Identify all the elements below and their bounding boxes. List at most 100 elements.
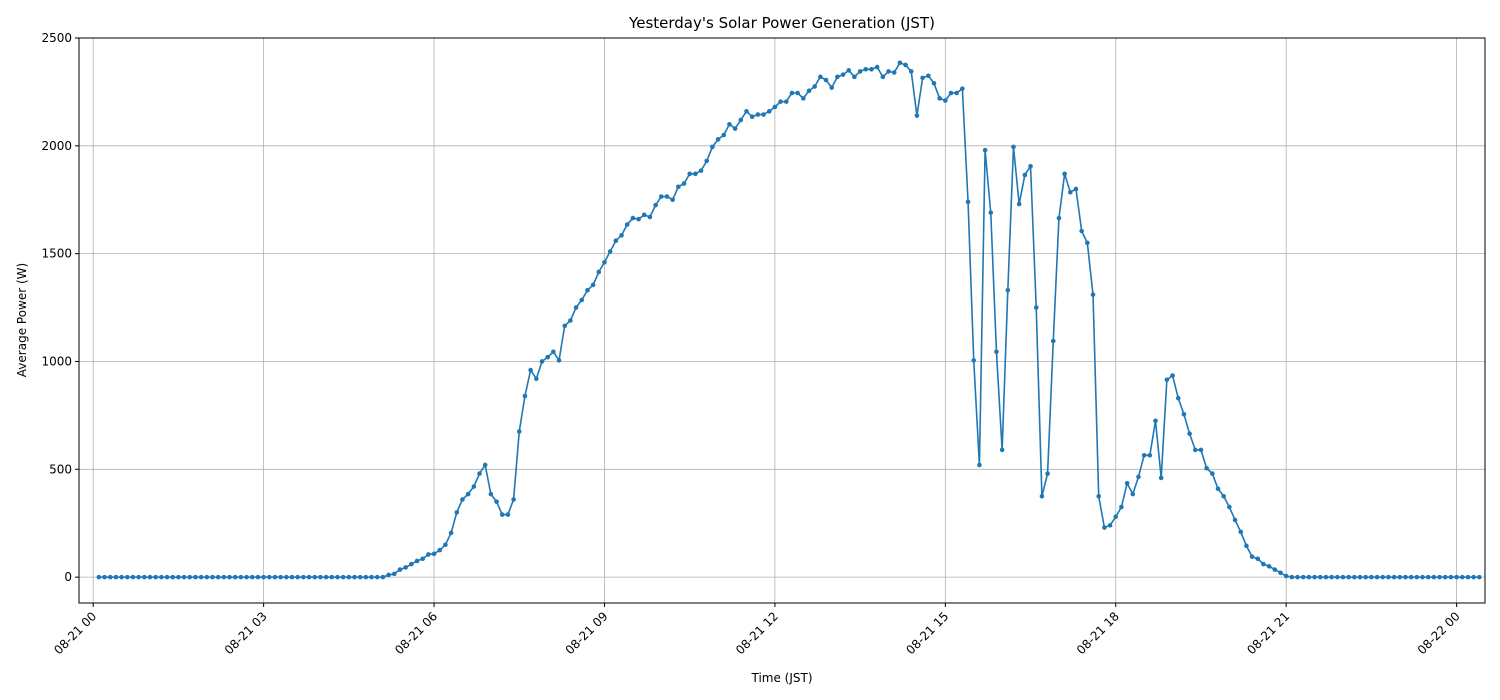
x-tick-label: 08-21 21	[1244, 609, 1292, 657]
data-point	[386, 572, 391, 578]
data-point	[749, 114, 755, 120]
y-tick-label: 1500	[41, 247, 72, 261]
data-point	[1050, 338, 1056, 344]
data-point	[846, 68, 852, 73]
data-point	[931, 80, 937, 86]
data-point	[306, 574, 312, 580]
data-point	[732, 126, 738, 131]
data-point	[1158, 475, 1164, 481]
data-point	[602, 259, 607, 265]
data-point	[1448, 574, 1454, 580]
data-point	[102, 574, 107, 580]
data-point	[869, 66, 874, 72]
data-point	[755, 112, 761, 117]
data-point	[954, 90, 959, 96]
data-point	[397, 567, 403, 572]
data-point	[545, 354, 550, 360]
data-point	[1459, 574, 1465, 580]
data-point	[801, 96, 806, 101]
x-tick-label: 08-21 15	[903, 609, 951, 657]
x-tick-label: 08-21 00	[51, 609, 99, 657]
data-point	[261, 574, 266, 580]
data-point	[176, 574, 181, 580]
data-point	[698, 168, 704, 173]
data-point	[943, 98, 948, 103]
data-point	[556, 358, 562, 363]
data-point	[170, 574, 176, 580]
data-point	[426, 552, 431, 557]
data-point	[539, 359, 545, 364]
data-point	[221, 574, 227, 580]
data-point	[1261, 561, 1266, 567]
data-point	[676, 184, 681, 190]
data-point	[778, 99, 783, 104]
data-point	[630, 215, 636, 221]
data-point	[164, 574, 170, 580]
series-line	[98, 61, 1480, 578]
data-point	[596, 269, 602, 275]
data-point	[823, 77, 829, 83]
data-point	[329, 574, 335, 580]
data-point	[124, 574, 130, 580]
data-point	[1210, 471, 1215, 476]
data-point	[1022, 172, 1028, 178]
data-point	[573, 305, 579, 310]
data-point	[431, 551, 437, 557]
data-point	[874, 64, 880, 70]
data-point	[1363, 574, 1368, 580]
grid-layer	[79, 37, 1485, 603]
data-point	[863, 66, 869, 72]
data-point	[1408, 574, 1414, 580]
data-point	[1346, 574, 1351, 580]
data-point	[1420, 574, 1425, 580]
data-point	[136, 574, 141, 580]
data-point	[1403, 574, 1408, 580]
data-point	[1221, 493, 1226, 499]
y-tick-label: 0	[64, 570, 72, 584]
data-point	[687, 171, 692, 177]
data-point	[488, 491, 494, 497]
data-point	[693, 171, 698, 177]
data-point	[369, 574, 374, 580]
data-point	[1227, 504, 1232, 510]
data-point	[704, 158, 710, 164]
data-point	[1011, 144, 1016, 150]
data-point	[1306, 574, 1312, 580]
data-point	[272, 574, 278, 580]
data-point	[522, 393, 528, 399]
data-point	[1454, 574, 1459, 580]
data-point	[641, 212, 647, 218]
data-point	[715, 137, 721, 142]
x-tick-label: 08-21 12	[733, 609, 781, 657]
data-point	[1357, 574, 1363, 580]
data-point	[267, 574, 272, 580]
data-point	[585, 288, 590, 293]
data-point	[255, 574, 261, 580]
data-point	[1238, 529, 1244, 535]
data-point	[284, 574, 289, 580]
data-point	[346, 574, 352, 580]
x-tick-label: 08-21 03	[222, 609, 270, 657]
y-tick-label: 2500	[41, 31, 72, 45]
data-point	[619, 233, 624, 238]
data-point	[670, 197, 675, 203]
data-point	[880, 74, 886, 80]
data-point	[994, 349, 999, 355]
data-point	[1329, 574, 1334, 580]
data-point	[1317, 574, 1323, 580]
data-point	[227, 574, 232, 580]
data-point	[1141, 452, 1147, 458]
data-point	[1204, 465, 1209, 471]
data-point	[1090, 292, 1096, 297]
x-tick-label: 08-21 18	[1074, 609, 1122, 657]
data-point	[664, 194, 670, 199]
data-point	[1079, 228, 1084, 234]
data-point	[1039, 493, 1045, 499]
data-point	[840, 72, 846, 77]
data-point	[130, 574, 136, 580]
data-point	[1391, 574, 1397, 580]
y-tick-label: 2000	[41, 139, 72, 153]
data-point	[852, 74, 857, 80]
data-point	[1192, 447, 1198, 453]
